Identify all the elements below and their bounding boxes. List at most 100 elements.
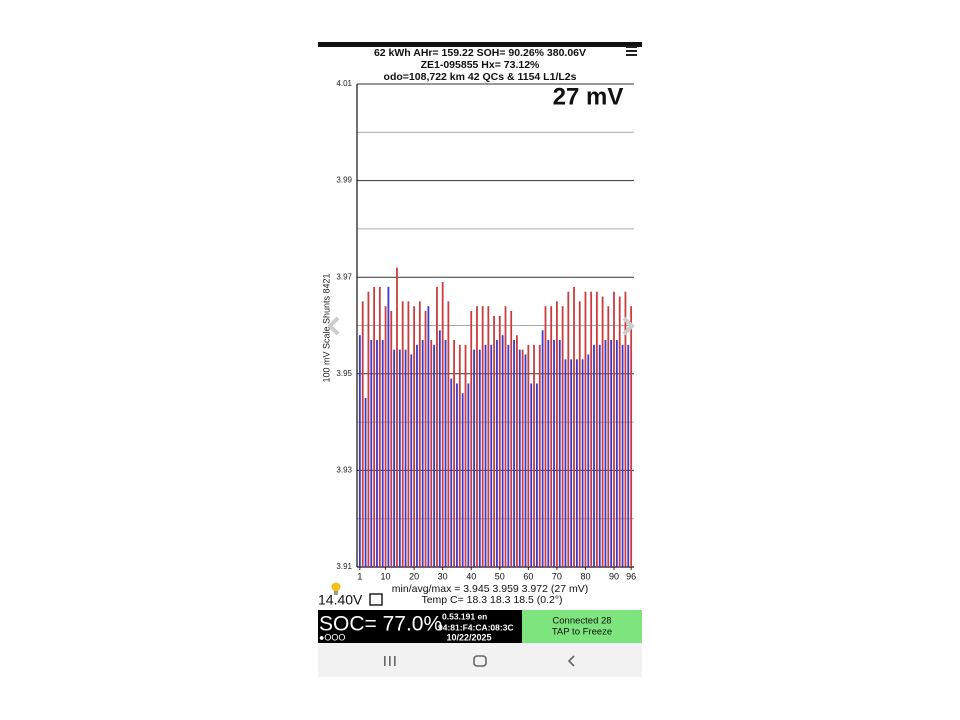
cell-bar — [558, 339, 561, 567]
prev-arrow[interactable] — [327, 316, 340, 336]
cell-bar — [450, 378, 453, 567]
cell-bar — [590, 291, 593, 567]
cell-bar — [456, 383, 458, 567]
cell-bar — [544, 306, 547, 567]
cell-bar — [601, 296, 604, 567]
calendar-icon[interactable] — [369, 593, 383, 606]
cell-bar — [427, 306, 430, 567]
cell-bar — [438, 330, 441, 567]
nav-home[interactable] — [473, 655, 487, 667]
header-line: 62 kWh AHr= 159.22 SOH= 90.26% 380.06V — [374, 47, 586, 59]
cell-bar — [461, 393, 464, 567]
x-tick-label: 40 — [466, 571, 476, 581]
cell-bar — [613, 291, 615, 567]
status-text: TAP to Freeze — [552, 627, 612, 638]
cell-bar — [421, 339, 424, 567]
cell-bar — [607, 306, 610, 567]
cell-bar — [564, 359, 567, 567]
header-line: odo=108,722 km 42 QCs & 1154 L1/L2s — [384, 71, 577, 83]
x-tick-label: 96 — [626, 571, 636, 581]
cell-bar — [516, 335, 518, 567]
x-tick-label: 1 — [357, 571, 362, 581]
cell-bar — [527, 344, 530, 567]
status-panel[interactable] — [522, 610, 642, 643]
y-tick-label: 3.93 — [336, 466, 352, 475]
cell-bar — [538, 344, 541, 567]
cell-bar — [467, 383, 470, 567]
cell-bar — [604, 339, 607, 567]
cell-bar — [493, 315, 495, 567]
y-axis-label: 100 mV Scale Shunts 8421 — [321, 273, 331, 382]
cell-bar — [447, 301, 450, 567]
x-tick-label: 80 — [580, 571, 590, 581]
bulb-icon[interactable] — [331, 582, 341, 596]
nav-back[interactable] — [567, 655, 575, 667]
cell-bar — [430, 339, 433, 567]
spread-title: 27 mV — [553, 83, 624, 110]
cell-bar — [610, 339, 613, 567]
x-tick-label: 50 — [495, 571, 505, 581]
info-text: 94:81:F4:CA:08:3C — [438, 622, 514, 632]
cell-bar — [567, 291, 570, 567]
cell-bar — [416, 344, 418, 567]
cell-bar — [615, 339, 618, 567]
cell-bar — [550, 306, 553, 567]
cell-bar — [593, 344, 595, 567]
cell-bar — [396, 267, 398, 567]
cell-bar — [473, 349, 475, 567]
cell-bar — [536, 383, 538, 567]
cell-bar — [630, 306, 633, 567]
status-bar — [318, 42, 642, 47]
cell-bar — [407, 301, 410, 567]
next-arrow[interactable] — [622, 316, 635, 336]
cell-bar — [587, 354, 590, 567]
temp-text: Temp C= 18.3 18.3 18.5 (0.2°) — [421, 594, 562, 606]
cell-bar — [581, 359, 584, 567]
cell-bar — [618, 296, 621, 567]
cell-bar — [504, 306, 507, 567]
dots-text: ●OOO — [319, 632, 345, 642]
cell-bar — [424, 311, 427, 567]
cell-bar — [518, 349, 521, 567]
cell-bar — [624, 291, 627, 567]
cell-bar — [373, 286, 376, 567]
cell-bar — [524, 354, 527, 567]
cell-bar — [436, 286, 438, 567]
cell-bar — [444, 339, 447, 567]
cell-bar — [418, 301, 421, 567]
cell-bar — [364, 397, 367, 567]
menu-icon[interactable] — [626, 46, 637, 56]
cell-bar — [570, 359, 573, 567]
cell-bar — [584, 291, 587, 567]
cell-bar — [376, 339, 378, 567]
cell-bar — [521, 349, 524, 567]
cell-bar — [513, 339, 515, 567]
cell-bar — [441, 282, 444, 567]
y-tick-label: 3.91 — [336, 562, 352, 571]
cell-bar — [533, 344, 535, 567]
cell-bar — [370, 339, 373, 567]
cell-bar — [401, 301, 404, 567]
plot: 3.91 3.93 3.95 3.97 3.99 4.01 1 10 20 30 40 50 60 70 8… — [336, 79, 636, 581]
cell-bar — [490, 344, 493, 567]
cell-bar — [627, 344, 630, 567]
cell-bar — [541, 330, 544, 567]
nav-bar — [318, 643, 642, 677]
cell-bar — [470, 311, 473, 567]
cell-bar — [404, 349, 407, 567]
nav-recent[interactable] — [384, 656, 396, 666]
x-tick-label: 60 — [523, 571, 533, 581]
cell-bar — [358, 335, 361, 567]
y-tick-label: 4.01 — [336, 79, 352, 88]
cell-bar — [496, 339, 498, 567]
cell-bar — [578, 301, 581, 567]
cell-bar — [598, 344, 601, 567]
cell-bar — [510, 311, 513, 567]
cell-bar — [387, 286, 390, 567]
cell-bar — [481, 306, 484, 567]
cell-bar — [410, 354, 413, 567]
cell-bar — [621, 344, 624, 567]
cell-bar — [595, 291, 598, 567]
